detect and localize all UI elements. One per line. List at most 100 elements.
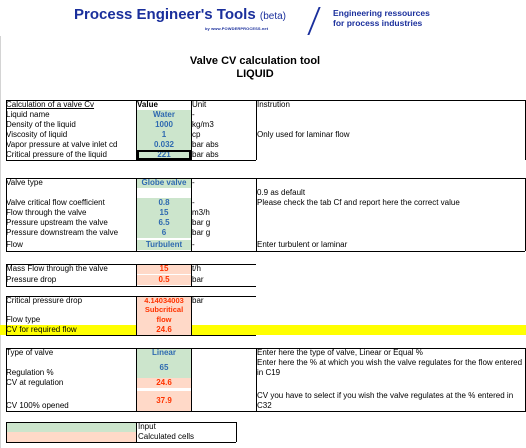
table-border [136,348,137,412]
row-unit[interactable]: - [192,240,195,249]
row-unit[interactable]: bar [192,296,204,305]
row-label[interactable]: Valve critical flow coefficient [6,198,105,207]
brand-title: Process Engineer's Tools (beta) [74,6,286,23]
row-instruction[interactable]: Enter here the % at which you wish the v… [257,358,523,377]
row-label[interactable]: Pressure upstream the valve [6,218,108,227]
table-row: Valve critical flow coefficient 0.8 - Pl… [0,198,526,208]
row-label[interactable]: Density of the liquid [6,120,76,129]
table-row: Type of valve Linear Enter here the type… [0,348,526,358]
row-value[interactable]: 24.6 [137,325,191,335]
row-instruction[interactable]: Only used for laminar flow [257,130,350,139]
row-unit[interactable]: t/h [192,264,201,273]
row-label[interactable]: CV at regulation [6,378,64,387]
row-unit[interactable]: - [192,198,195,207]
row-label[interactable]: Flow [6,240,23,249]
row-unit[interactable]: bar abs [192,150,219,159]
row-label[interactable]: Critical pressure drop [6,296,83,305]
table-border [6,422,7,442]
col-header-label[interactable]: Calculation of a valve Cv [6,100,95,109]
row-value[interactable]: Globe valve [137,178,191,188]
row-instruction[interactable]: Enter turbulent or laminar [257,240,348,249]
row-value[interactable]: 37.9 [137,391,191,411]
row-label[interactable]: Pressure downstream the valve [6,228,119,237]
row-value[interactable]: 1 [137,130,191,140]
table-row: Pressure upstream the valve 6.5 bar g [0,218,526,228]
legend-input-label[interactable]: Input [138,422,156,431]
table-row-highlight: CV for required flow 24.6 [0,325,526,335]
table-border [6,178,7,251]
row-label[interactable]: Regulation % [6,368,54,377]
row-value[interactable]: 6.5 [137,218,191,228]
row-unit[interactable]: bar g [192,218,211,227]
row-label[interactable]: Critical pressure of the liquid [6,150,107,159]
table-border [136,422,137,442]
row-value-selected[interactable]: 221 [137,150,191,160]
table-row: Pressure downstream the valve 6 bar g [0,228,526,238]
tagline-line-2: for process industries [333,18,423,28]
row-value[interactable]: 6 [137,228,191,238]
row-instruction[interactable]: 0.9 as default [257,188,306,197]
row-unit[interactable]: cp [192,130,201,139]
table-row: Flow type Subcritical flow [0,305,526,325]
row-label[interactable]: CV for required flow [6,325,77,334]
row-value[interactable]: Linear [137,348,191,358]
row-unit[interactable]: bar g [192,228,211,237]
table-border [6,251,525,252]
row-value[interactable]: 15 [137,264,191,274]
table-row: 0.9 as default [0,188,526,198]
page-header: Process Engineer's Tools (beta) by www.P… [0,0,526,36]
title-line-1: Valve CV calculation tool [189,55,321,67]
table-row: Regulation % 65 Enter here the % at whic… [0,358,526,378]
row-unit[interactable]: kg/m3 [192,120,214,129]
row-value[interactable]: 0.5 [137,275,191,285]
row-unit[interactable]: m3/h [192,208,210,217]
row-value[interactable]: Subcritical flow [137,305,191,325]
row-instruction[interactable]: CV you have to select if you wish the va… [257,391,514,410]
row-value[interactable]: 0.8 [137,198,191,208]
row-label[interactable]: Type of valve [6,348,54,357]
row-value[interactable]: 4.14034003 [137,296,191,306]
row-value[interactable]: 1000 [137,120,191,130]
row-label[interactable]: Flow type [6,315,41,324]
row-label[interactable]: Pressure drop [6,275,57,284]
row-instruction[interactable]: Enter here the type of valve, Linear or … [257,348,423,357]
table-border [6,264,7,286]
row-unit[interactable]: - [192,178,195,187]
row-unit[interactable]: bar abs [192,140,219,149]
row-label[interactable]: Mass Flow through the valve [6,264,108,273]
table-row: Flow through the valve 15 m3/h [0,208,526,218]
table-row: Flow Turbulent - Enter turbulent or lami… [0,240,526,250]
table-border [6,100,7,160]
row-value[interactable]: 24.6 [137,378,191,388]
row-label[interactable]: Liquid name [6,110,50,119]
row-instruction[interactable]: Please check the tab Cf and report here … [257,198,460,207]
table-row: CV 100% opened 37.9 CV you have to selec… [0,391,526,411]
table-row: Density of the liquid 1000 kg/m3 [0,120,526,130]
row-value[interactable]: Turbulent [137,240,191,250]
row-label[interactable]: Viscosity of liquid [6,130,68,139]
row-value[interactable]: 0.032 [137,140,191,150]
page-title: Valve CV calculation tool LIQUID [140,55,370,81]
col-header-unit[interactable]: Unit [192,100,207,109]
row-label[interactable]: Vapor pressure at valve inlet cd [6,140,118,149]
beta-badge: (beta) [259,11,286,22]
table-border [136,178,137,251]
row-unit[interactable]: - [192,110,195,119]
row-label[interactable]: Flow through the valve [6,208,87,217]
table-row: CV at regulation 24.6 [0,378,526,388]
row-unit[interactable]: bar [192,275,204,284]
table-border [256,348,257,412]
row-label[interactable]: Valve type [6,178,43,187]
legend-calc-label[interactable]: Calculated cells [138,432,195,441]
table-row: Vapor pressure at valve inlet cd 0.032 b… [0,140,526,150]
column-header-row: Calculation of a valve Cv Value Unit Ins… [0,100,526,110]
brand-url: by www.POWDERPROCESS.net [205,26,269,31]
col-header-instruction[interactable]: Instrution [257,100,290,109]
row-value[interactable]: 15 [137,208,191,218]
table-border [236,422,237,442]
row-value[interactable]: 65 [137,358,191,378]
row-value[interactable]: Water [137,110,191,120]
col-header-value[interactable]: Value [137,100,158,109]
row-label[interactable]: CV 100% opened [6,401,69,410]
brand-name: Process Engineer's Tools [74,6,256,23]
